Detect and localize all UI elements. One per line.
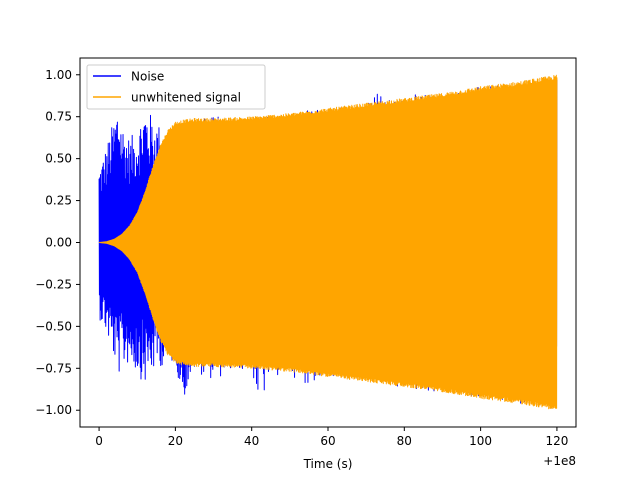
x-offset-label: +1e8 [543, 454, 576, 468]
y-axis: 1.00 0.75 0.50 0.25 0.00 −0.25 −0.50 −0.75 −1.00 [35, 68, 80, 417]
x-tick-label: 80 [397, 434, 412, 448]
legend-label-noise: Noise [131, 70, 164, 84]
legend: Noise unwhitened signal [86, 64, 266, 110]
x-axis-label: Time (s) [303, 457, 353, 471]
x-tick-label: 20 [168, 434, 183, 448]
x-tick-label: 40 [244, 434, 259, 448]
x-tick-label: 100 [469, 434, 492, 448]
y-tick-label: 0.25 [45, 194, 72, 208]
legend-label-unwhitened-signal: unwhitened signal [131, 91, 241, 105]
y-tick-label: −0.25 [35, 277, 72, 291]
y-tick-label: 0.75 [45, 110, 72, 124]
series-line-unwhitened-signal [98, 74, 558, 410]
y-tick-label: −1.00 [35, 403, 72, 417]
y-tick-label: 0.00 [45, 236, 72, 250]
y-tick-label: 0.50 [45, 152, 72, 166]
plot-area [98, 74, 558, 410]
x-tick-label: 0 [95, 434, 103, 448]
y-tick-label: 1.00 [45, 68, 72, 82]
legend-box [86, 64, 266, 110]
x-tick-label: 120 [545, 434, 568, 448]
y-tick-label: −0.50 [35, 319, 72, 333]
x-axis: 0 20 40 60 80 100 120 [95, 427, 568, 448]
x-tick-label: 60 [320, 434, 335, 448]
y-tick-label: −0.75 [35, 361, 72, 375]
